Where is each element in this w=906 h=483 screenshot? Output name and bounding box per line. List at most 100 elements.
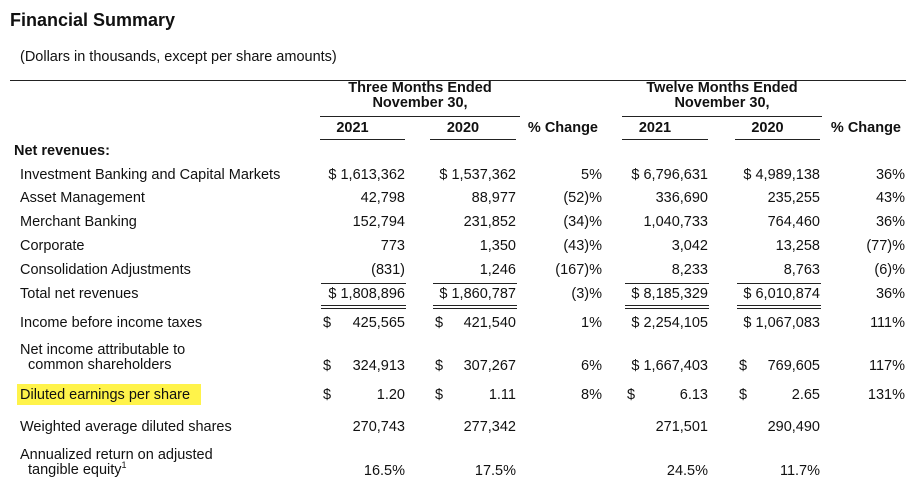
cell: $ 8,185,329 bbox=[631, 286, 708, 302]
cell: 425,565 bbox=[352, 315, 405, 331]
cell: 1.11 bbox=[488, 387, 516, 403]
currency: $ bbox=[435, 387, 444, 403]
cell: 235,255 bbox=[767, 190, 820, 206]
column-header: 2021 bbox=[336, 120, 369, 136]
currency: $ bbox=[627, 387, 636, 403]
currency: $ bbox=[435, 315, 444, 331]
rule bbox=[625, 308, 709, 309]
group-header: Twelve Months Ended bbox=[646, 80, 798, 96]
row-label: common shareholders bbox=[28, 357, 172, 373]
cell: (6)% bbox=[874, 262, 905, 278]
row-label: Income before income taxes bbox=[20, 315, 203, 331]
row-label: Weighted average diluted shares bbox=[20, 419, 232, 435]
cell: 769,605 bbox=[767, 358, 820, 374]
cell: 24.5% bbox=[666, 463, 708, 479]
cell: (831) bbox=[371, 262, 405, 278]
column-header: 2020 bbox=[446, 120, 480, 136]
rule bbox=[737, 305, 821, 306]
cell: 13,258 bbox=[775, 238, 820, 254]
cell: 111% bbox=[870, 315, 905, 331]
rule bbox=[622, 139, 708, 140]
cell: (43)% bbox=[563, 238, 602, 254]
currency: $ bbox=[739, 358, 748, 374]
currency: $ bbox=[435, 358, 444, 374]
rule bbox=[433, 308, 517, 309]
cell: 3,042 bbox=[671, 238, 708, 254]
group-header: November 30, bbox=[674, 95, 770, 111]
cell: 336,690 bbox=[655, 190, 708, 206]
column-header: % Change bbox=[830, 120, 901, 136]
currency: $ bbox=[739, 387, 748, 403]
cell: 2.65 bbox=[791, 387, 820, 403]
rule bbox=[737, 283, 821, 284]
cell: 8,763 bbox=[783, 262, 820, 278]
rule bbox=[320, 116, 520, 117]
subtitle: (Dollars in thousands, except per share … bbox=[20, 49, 337, 65]
rule bbox=[433, 305, 517, 306]
cell: 1,040,733 bbox=[643, 214, 708, 230]
column-header: 2021 bbox=[638, 120, 672, 136]
cell: 17.5% bbox=[474, 463, 516, 479]
cell: 231,852 bbox=[463, 214, 516, 230]
cell: 152,794 bbox=[352, 214, 405, 230]
rule bbox=[433, 283, 517, 284]
cell: 773 bbox=[380, 238, 405, 254]
cell: 16.5% bbox=[363, 463, 405, 479]
rule bbox=[321, 305, 406, 306]
cell: 6.13 bbox=[679, 387, 708, 403]
cell: $ 6,796,631 bbox=[631, 167, 708, 183]
cell: 88,977 bbox=[471, 190, 516, 206]
group-header: November 30, bbox=[372, 95, 468, 111]
cell: 1,350 bbox=[479, 238, 516, 254]
row-label: Diluted earnings per share bbox=[20, 387, 191, 403]
cell: 43% bbox=[875, 190, 905, 206]
rule bbox=[622, 116, 822, 117]
rule bbox=[320, 139, 405, 140]
cell: (34)% bbox=[563, 214, 602, 230]
cell: 307,267 bbox=[463, 358, 516, 374]
cell: $ 1,667,403 bbox=[631, 358, 708, 374]
cell: 1,246 bbox=[479, 262, 516, 278]
row-label: Merchant Banking bbox=[20, 214, 137, 230]
highlight bbox=[17, 384, 201, 405]
column-header: % Change bbox=[527, 120, 598, 136]
cell: 42,798 bbox=[360, 190, 405, 206]
rule bbox=[735, 139, 820, 140]
cell: (77)% bbox=[866, 238, 905, 254]
cell: 1.20 bbox=[376, 387, 405, 403]
row-label: Annualized return on adjusted bbox=[20, 447, 213, 463]
cell: 271,501 bbox=[655, 419, 708, 435]
rule bbox=[321, 308, 406, 309]
cell: $ 1,808,896 bbox=[328, 286, 405, 302]
rule bbox=[10, 80, 906, 81]
cell: 1% bbox=[581, 315, 602, 331]
cell: 277,342 bbox=[463, 419, 516, 435]
cell: 5% bbox=[581, 167, 602, 183]
cell: (3)% bbox=[571, 286, 602, 302]
cell: 324,913 bbox=[352, 358, 405, 374]
group-header: Three Months Ended bbox=[348, 80, 492, 96]
cell: $ 6,010,874 bbox=[743, 286, 820, 302]
cell: 421,540 bbox=[463, 315, 516, 331]
cell: 36% bbox=[875, 167, 905, 183]
cell: 764,460 bbox=[767, 214, 820, 230]
footnote-mark: 1 bbox=[121, 460, 127, 471]
currency: $ bbox=[323, 315, 332, 331]
cell: 8% bbox=[581, 387, 602, 403]
column-header: 2020 bbox=[751, 120, 784, 136]
cell: 8,233 bbox=[671, 262, 708, 278]
row-label: Total net revenues bbox=[20, 286, 139, 302]
cell: 117% bbox=[868, 358, 905, 374]
title: Financial Summary bbox=[10, 10, 176, 30]
row-label: Asset Management bbox=[20, 190, 145, 206]
rule bbox=[430, 139, 516, 140]
rule bbox=[737, 308, 821, 309]
rule bbox=[321, 283, 406, 284]
section-label: Net revenues: bbox=[14, 143, 110, 159]
cell: 36% bbox=[875, 286, 905, 302]
cell: $ 1,537,362 bbox=[439, 167, 516, 183]
cell: $ 4,989,138 bbox=[743, 167, 820, 183]
cell: 270,743 bbox=[352, 419, 405, 435]
rule bbox=[625, 283, 709, 284]
